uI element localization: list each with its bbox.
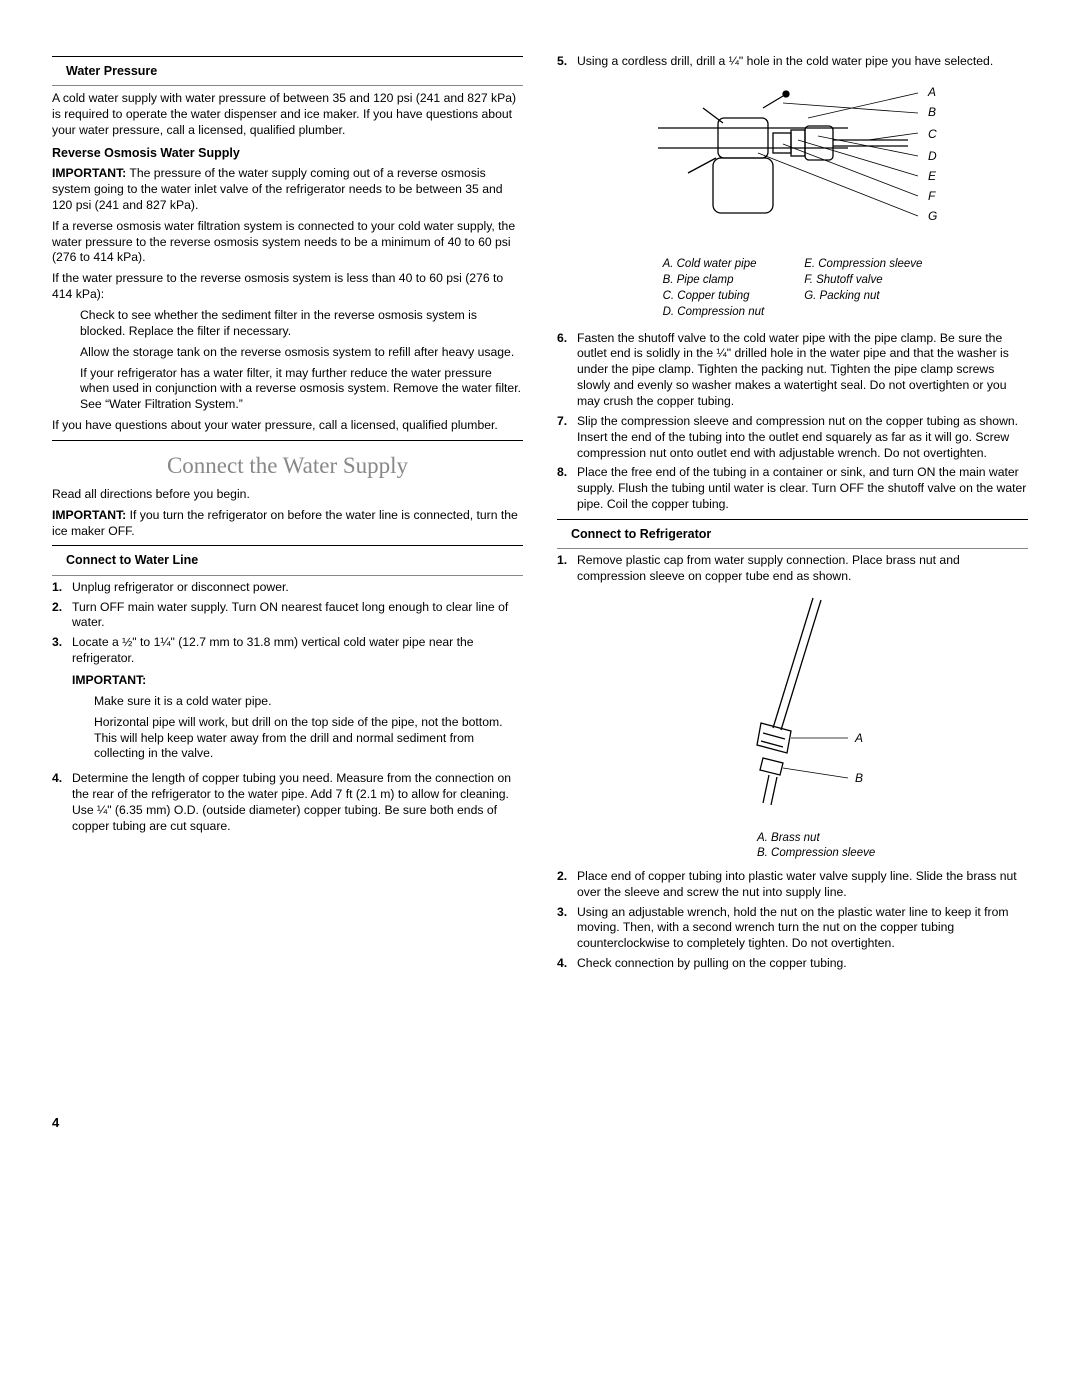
steps-list: 1.Remove plastic cap from water supply c… [557, 553, 1028, 585]
rule [52, 440, 523, 441]
bullet: If your refrigerator has a water filter,… [52, 366, 523, 414]
step: Slip the compression sleeve and compress… [577, 414, 1028, 462]
step: Turn OFF main water supply. Turn ON near… [72, 600, 523, 632]
step: Fasten the shutoff valve to the cold wat… [577, 331, 1028, 410]
paragraph: If a reverse osmosis water filtration sy… [52, 219, 523, 267]
paragraph: IMPORTANT: The pressure of the water sup… [52, 166, 523, 214]
diagram-label: C [928, 127, 937, 141]
steps-list: 6.Fasten the shutoff valve to the cold w… [557, 331, 1028, 513]
rule [52, 545, 523, 546]
step: Check connection by pulling on the coppe… [577, 956, 1028, 972]
step: Place the free end of the tubing in a co… [577, 465, 1028, 513]
rule [557, 548, 1028, 549]
rule [52, 85, 523, 86]
rule [52, 56, 523, 57]
paragraph: If you have questions about your water p… [52, 418, 523, 434]
heading-connect-refrigerator: Connect to Refrigerator [557, 525, 1028, 544]
diagram-label: A [927, 85, 936, 99]
bullet: Allow the storage tank on the reverse os… [52, 345, 523, 361]
step: Using a cordless drill, drill a ¼" hole … [577, 54, 1028, 70]
diagram-label: B [855, 771, 863, 785]
diagram-label: D [928, 149, 937, 163]
paragraph: IMPORTANT: If you turn the refrigerator … [52, 508, 523, 540]
right-column: 5.Using a cordless drill, drill a ¼" hol… [557, 50, 1028, 1132]
left-column: Water Pressure A cold water supply with … [52, 50, 523, 1132]
heading-connect-water-line: Connect to Water Line [52, 551, 523, 570]
paragraph: Read all directions before you begin. [52, 487, 523, 503]
diagram-label: F [928, 189, 936, 203]
step: Determine the length of copper tubing yo… [72, 771, 523, 834]
steps-list: 1.Unplug refrigerator or disconnect powe… [52, 580, 523, 835]
rule [52, 575, 523, 576]
diagram-legend: A. Cold water pipe B. Pipe clamp C. Copp… [557, 256, 1028, 321]
heading-reverse-osmosis: Reverse Osmosis Water Supply [52, 145, 523, 161]
diagram-label: B [928, 105, 936, 119]
diagram-label: E [928, 169, 937, 183]
bullet: Check to see whether the sediment filter… [52, 308, 523, 340]
paragraph: If the water pressure to the reverse osm… [52, 271, 523, 303]
page-number: 4 [52, 1115, 523, 1132]
step: Remove plastic cap from water supply con… [577, 553, 1028, 585]
step: Unplug refrigerator or disconnect power. [72, 580, 523, 596]
diagram-brass-nut: A B [557, 593, 1028, 823]
diagram-label: A [854, 731, 863, 745]
heading-water-pressure: Water Pressure [52, 62, 523, 81]
step: Using an adjustable wrench, hold the nut… [577, 905, 1028, 953]
steps-list: 5.Using a cordless drill, drill a ¼" hol… [557, 54, 1028, 70]
diagram-legend: A. Brass nut B. Compression sleeve [757, 831, 1028, 861]
step: Locate a ½" to 1¼" (12.7 mm to 31.8 mm) … [72, 635, 523, 767]
diagram-label: G [928, 209, 937, 223]
steps-list: 2.Place end of copper tubing into plasti… [557, 869, 1028, 972]
section-title: Connect the Water Supply [52, 451, 523, 481]
diagram-valve-assembly: A B C D E F G [557, 78, 1028, 248]
step: Place end of copper tubing into plastic … [577, 869, 1028, 901]
rule [557, 519, 1028, 520]
paragraph: A cold water supply with water pressure … [52, 91, 523, 139]
